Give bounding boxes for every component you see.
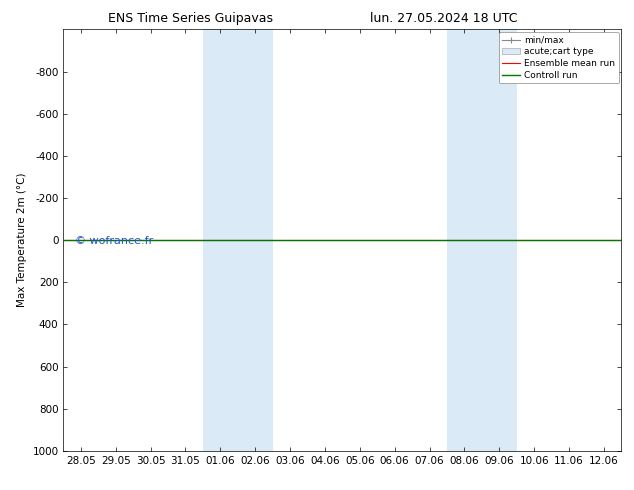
Text: © wofrance.fr: © wofrance.fr [75,236,153,246]
Legend: min/max, acute;cart type, Ensemble mean run, Controll run: min/max, acute;cart type, Ensemble mean … [499,32,619,83]
Bar [447,29,517,451]
Text: lun. 27.05.2024 18 UTC: lun. 27.05.2024 18 UTC [370,12,517,25]
Bar [203,29,273,451]
Y-axis label: Max Temperature 2m (°C): Max Temperature 2m (°C) [17,173,27,307]
Text: ENS Time Series Guipavas: ENS Time Series Guipavas [108,12,273,25]
